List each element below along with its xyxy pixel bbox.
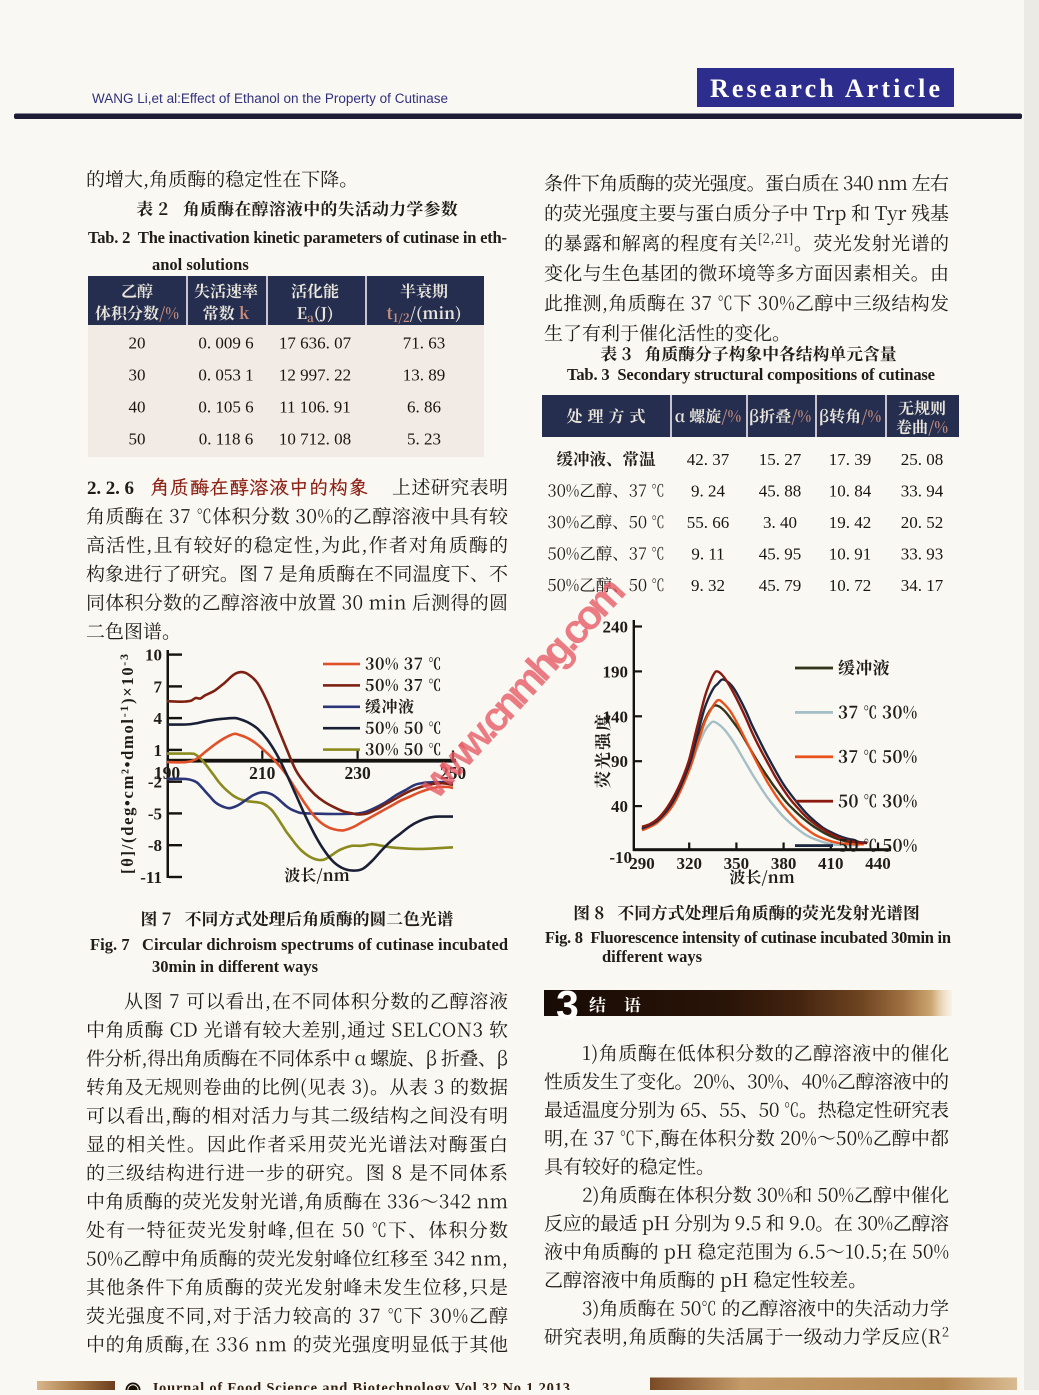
svg-text:55. 66: 55. 66 [687,513,730,532]
svg-text:12 997. 22: 12 997. 22 [279,366,351,385]
svg-text:0. 118 6: 0. 118 6 [199,430,254,449]
svg-text:9. 24: 9. 24 [691,482,726,501]
svg-text:3: 3 [556,982,579,1028]
svg-text:0. 009 6: 0. 009 6 [198,334,253,353]
svg-text:410: 410 [818,854,844,873]
svg-text:15. 27: 15. 27 [759,450,802,469]
svg-text:50: 50 [129,430,146,449]
svg-text:5. 23: 5. 23 [407,430,441,449]
svg-text:140: 140 [603,707,629,726]
svg-text:33. 94: 33. 94 [901,482,944,501]
svg-text:different ways: different ways [602,947,703,966]
svg-text:45. 95: 45. 95 [759,545,802,564]
svg-text:-2: -2 [148,773,162,792]
svg-text:10. 91: 10. 91 [829,545,872,564]
svg-text:Fig. 7 Circular dichroism sp: Fig. 7 Circular dichroism spectrums of c… [90,935,508,954]
svg-text:33. 93: 33. 93 [901,545,944,564]
svg-text:440: 440 [865,854,891,873]
svg-text:Journal of Food Science and Bi: Journal of Food Science and Biotechnolog… [151,1381,570,1391]
svg-text:Fig. 8 Fluorescence intensity: Fig. 8 Fluorescence intensity of cutinas… [545,928,951,947]
svg-text:10 712. 08: 10 712. 08 [279,430,351,449]
svg-text:11 106. 91: 11 106. 91 [279,398,351,417]
svg-text:10. 72: 10. 72 [829,576,872,595]
svg-text:0. 053 1: 0. 053 1 [198,366,253,385]
svg-text:71. 63: 71. 63 [403,334,446,353]
svg-text:230: 230 [344,763,371,783]
svg-text:45. 88: 45. 88 [759,482,802,501]
svg-text:190: 190 [603,662,629,681]
svg-text:90: 90 [611,752,628,771]
svg-text:290: 290 [629,854,655,873]
svg-text:320: 320 [676,854,702,873]
svg-text:10. 84: 10. 84 [829,482,872,501]
svg-text:1: 1 [154,741,163,760]
svg-text:WANG Li,et al:Effect of Ethano: WANG Li,et al:Effect of Ethanol on the P… [92,91,448,106]
svg-text:Tab. 3 Secondary structural c: Tab. 3 Secondary structural compositions… [567,365,935,384]
svg-text:250: 250 [440,763,467,783]
svg-text:34. 17: 34. 17 [901,576,944,595]
svg-text:anol solutions: anol solutions [152,255,249,274]
svg-text:17. 39: 17. 39 [829,450,872,469]
svg-text:9. 32: 9. 32 [691,576,725,595]
svg-text:Tab. 2 The inactivation kinet: Tab. 2 The inactivation kinetic paramete… [88,228,507,247]
svg-text:-8: -8 [148,836,162,855]
svg-text:7: 7 [154,677,163,696]
svg-text:350: 350 [724,854,750,873]
svg-text:30: 30 [129,366,146,385]
svg-text:-11: -11 [140,868,162,887]
svg-text:4: 4 [154,709,163,728]
svg-text:3. 40: 3. 40 [763,513,797,532]
svg-text:-10: -10 [609,848,632,867]
svg-text:40: 40 [611,797,628,816]
svg-text:30min in different ways: 30min in different ways [152,957,319,976]
svg-text:210: 210 [249,763,276,783]
svg-text:6. 86: 6. 86 [407,398,441,417]
svg-text:25. 08: 25. 08 [901,450,944,469]
svg-text:2. 2. 6: 2. 2. 6 [87,478,134,499]
svg-text:-5: -5 [148,805,162,824]
svg-text:40: 40 [129,398,146,417]
svg-text:13. 89: 13. 89 [403,366,446,385]
svg-text:0. 105 6: 0. 105 6 [198,398,253,417]
svg-text:240: 240 [603,618,629,637]
svg-text:9. 11: 9. 11 [691,545,724,564]
svg-text:20. 52: 20. 52 [901,513,944,532]
svg-text:380: 380 [771,854,797,873]
svg-text:10: 10 [145,646,162,665]
svg-text:42. 37: 42. 37 [687,450,730,469]
svg-text:45. 79: 45. 79 [759,576,802,595]
svg-text:17 636. 07: 17 636. 07 [279,334,352,353]
svg-text:19. 42: 19. 42 [829,513,872,532]
svg-text:20: 20 [129,334,146,353]
